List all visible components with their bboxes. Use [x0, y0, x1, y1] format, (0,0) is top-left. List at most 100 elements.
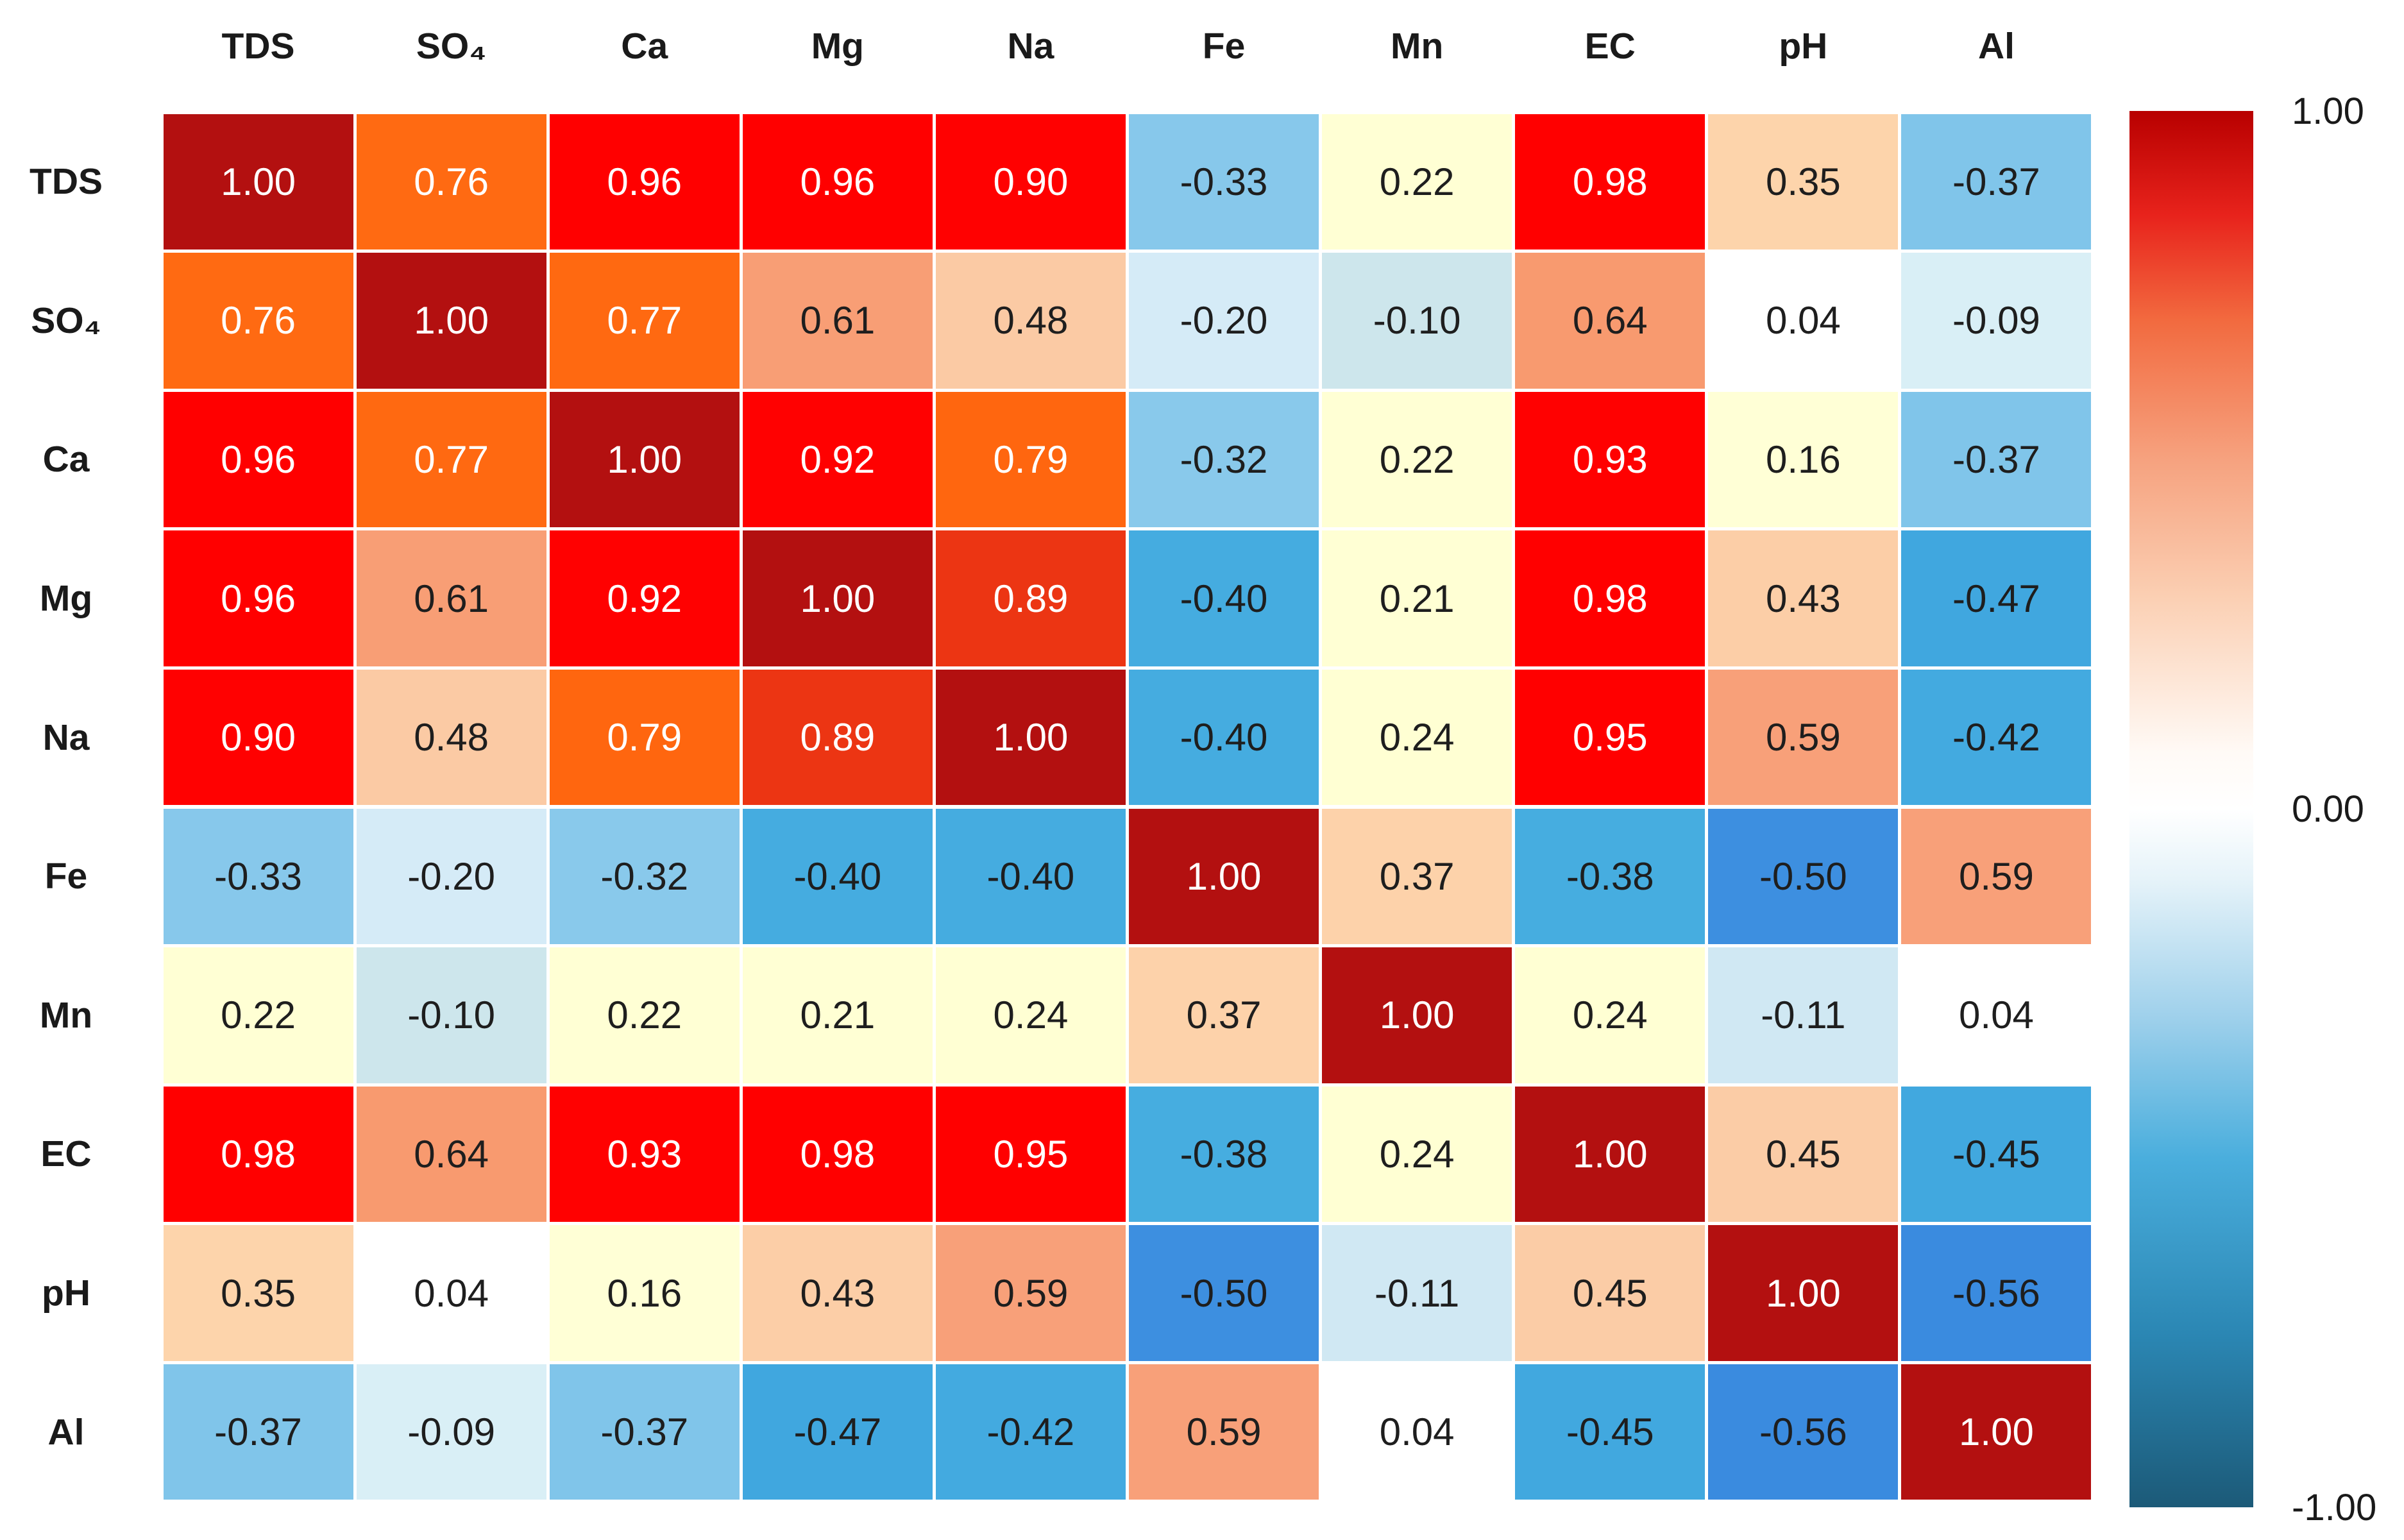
cell-value-label: 0.92	[607, 577, 682, 620]
column-label-ec: EC	[1584, 26, 1636, 67]
colorbar-tick-label: 1.00	[2292, 90, 2364, 132]
heatmap-cell: 0.93	[1515, 391, 1706, 528]
cell-value-label: -0.09	[407, 1410, 496, 1454]
cell-value-label: -0.20	[407, 854, 496, 898]
heatmap-cell: -0.32	[549, 808, 740, 945]
column-label-mg: Mg	[811, 26, 864, 67]
column-label-fe: Fe	[1202, 26, 1246, 67]
cell-value-label: 0.96	[221, 577, 296, 620]
heatmap-cell: 0.22	[549, 947, 740, 1083]
cell-value-label: -0.10	[407, 994, 496, 1037]
cell-value-label: -0.56	[1759, 1410, 1847, 1454]
heatmap-cell: -0.47	[742, 1364, 933, 1500]
cell-value-label: -0.32	[1180, 437, 1268, 481]
heatmap-cell: -0.11	[1708, 947, 1899, 1083]
heatmap-cell: 0.24	[935, 947, 1126, 1083]
cell-value-label: -0.33	[1180, 160, 1268, 203]
cell-value-label: -0.45	[1952, 1132, 2040, 1176]
cell-value-label: 0.04	[1959, 994, 2034, 1037]
heatmap-cell: 0.59	[935, 1225, 1126, 1361]
cell-value-label: 0.98	[221, 1132, 296, 1176]
cell-value-label: 0.24	[1572, 994, 1648, 1037]
heatmap-cell: -0.37	[1901, 391, 2092, 528]
heatmap-cell: -0.40	[1129, 530, 1319, 666]
heatmap-cell: 0.98	[163, 1086, 353, 1223]
cell-value-label: -0.32	[600, 854, 689, 898]
cell-value-label: 0.24	[1379, 716, 1455, 759]
heatmap-cell: 1.00	[1708, 1225, 1899, 1361]
cell-value-label: -0.37	[214, 1410, 302, 1454]
heatmap-cell: 0.92	[549, 530, 740, 666]
heatmap-cell: 0.90	[935, 114, 1126, 250]
cell-value-label: 1.00	[800, 577, 876, 620]
heatmap-cell: 0.89	[742, 669, 933, 806]
heatmap-cell: 0.04	[1708, 253, 1899, 389]
row-label-so4: SO₄	[31, 300, 101, 341]
cell-value-label: 0.48	[414, 716, 489, 759]
cell-value-label: 1.00	[414, 299, 489, 343]
cell-value-label: -0.10	[1373, 299, 1461, 343]
cell-value-label: -0.40	[1180, 577, 1268, 620]
row-label-tds: TDS	[30, 161, 103, 203]
cell-value-label: -0.11	[1761, 994, 1846, 1037]
cell-value-label: 0.90	[221, 716, 296, 759]
cell-value-label: 1.00	[1959, 1410, 2034, 1454]
heatmap-cell: -0.47	[1901, 530, 2092, 666]
heatmap-cell: 1.00	[1515, 1086, 1706, 1223]
cell-value-label: 0.48	[993, 299, 1069, 343]
heatmap-cell: 0.95	[1515, 669, 1706, 806]
heatmap-cell: 0.96	[549, 114, 740, 250]
cell-value-label: 0.95	[993, 1132, 1069, 1176]
cell-value-label: 0.93	[607, 1132, 682, 1176]
cell-value-label: 0.64	[1572, 299, 1648, 343]
cell-value-label: 0.04	[1765, 299, 1841, 343]
cell-value-label: 0.22	[1379, 437, 1455, 481]
cell-value-label: 0.98	[800, 1132, 876, 1176]
heatmap-cell: -0.33	[163, 808, 353, 945]
heatmap-cell: -0.40	[935, 808, 1126, 945]
heatmap-cell: 0.98	[1515, 530, 1706, 666]
column-label-so4: SO₄	[416, 26, 487, 67]
cell-value-label: 0.96	[607, 160, 682, 203]
heatmap-cell: -0.20	[1129, 253, 1319, 389]
heatmap-cell: -0.56	[1708, 1364, 1899, 1500]
heatmap-cell: -0.38	[1129, 1086, 1319, 1223]
heatmap-cell: 0.37	[1322, 808, 1512, 945]
cell-value-label: 0.77	[607, 299, 682, 343]
cell-value-label: 0.24	[1379, 1132, 1455, 1176]
column-label-tds: TDS	[221, 26, 295, 67]
cell-value-label: 0.61	[800, 299, 876, 343]
heatmap-cell: 0.96	[742, 114, 933, 250]
cell-value-label: 0.59	[1186, 1410, 1262, 1454]
heatmap-cell: 0.24	[1515, 947, 1706, 1083]
cell-value-label: 0.22	[607, 994, 682, 1037]
heatmap-cell: -0.37	[163, 1364, 353, 1500]
cell-value-label: 0.43	[1765, 577, 1841, 620]
colorbar-tick-label: 0.00	[2292, 788, 2364, 830]
heatmap-cell: 1.00	[356, 253, 546, 389]
row-label-mg: Mg	[39, 578, 93, 620]
cell-value-label: 0.04	[1379, 1410, 1455, 1454]
cell-value-label: -0.42	[1952, 716, 2040, 759]
heatmap-cell: -0.38	[1515, 808, 1706, 945]
heatmap-cell: 1.00	[1322, 947, 1512, 1083]
heatmap-cell: 0.96	[163, 391, 353, 528]
cell-value-label: 1.00	[993, 716, 1069, 759]
heatmap-cell: 0.04	[1322, 1364, 1512, 1500]
cell-value-label: -0.47	[1952, 577, 2040, 620]
heatmap-cell: 0.04	[356, 1225, 546, 1361]
heatmap-cell: 0.16	[1708, 391, 1899, 528]
heatmap-cell: 1.00	[742, 530, 933, 666]
cell-value-label: 0.22	[221, 994, 296, 1037]
heatmap-cell: -0.37	[1901, 114, 2092, 250]
heatmap-cell: 0.89	[935, 530, 1126, 666]
heatmap-cell: -0.40	[1129, 669, 1319, 806]
cell-value-label: -0.45	[1566, 1410, 1654, 1454]
cell-value-label: 0.79	[993, 437, 1069, 481]
cell-value-label: 0.16	[607, 1271, 682, 1315]
cell-value-label: -0.50	[1759, 854, 1847, 898]
heatmap-cell: 1.00	[163, 114, 353, 250]
heatmap-cell: -0.20	[356, 808, 546, 945]
row-label-ca: Ca	[42, 439, 90, 480]
